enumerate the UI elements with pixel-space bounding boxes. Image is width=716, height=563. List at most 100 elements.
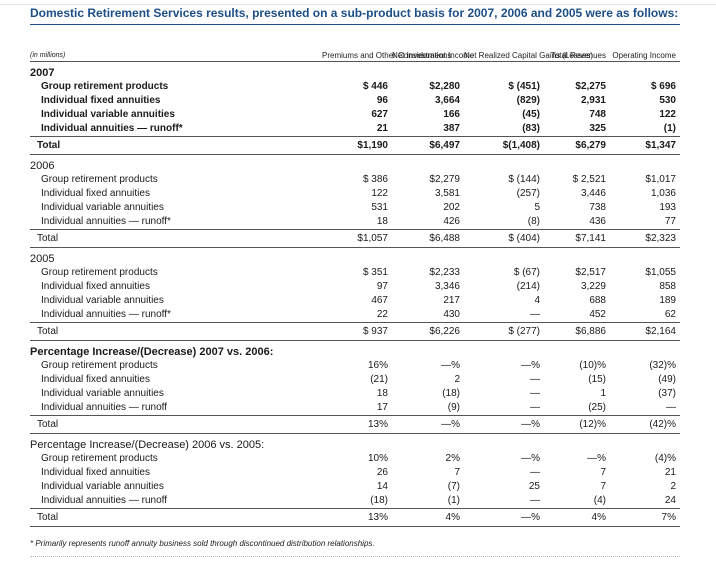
total-label: Total	[30, 136, 322, 155]
cell-operating-income: (4)%	[654, 453, 676, 464]
cell-net-investment-income: 217	[443, 295, 460, 306]
cell-operating-income: (32)%	[649, 360, 676, 371]
cell-realized-gains: (45)	[522, 109, 540, 120]
section-heading-row: 2007	[30, 62, 680, 81]
cell-operating-income: 62	[664, 309, 676, 320]
cell-net-investment-income: —%	[441, 360, 460, 371]
cell-operating-income: $ 696	[650, 81, 676, 92]
cell-realized-gains: —	[530, 309, 540, 320]
cell-total-revenues: 2,931	[580, 95, 606, 106]
total-realized-gains: $ (404)	[464, 229, 544, 248]
cell-net-investment-income: 7	[454, 467, 460, 478]
cell-net-investment-income: 166	[443, 109, 460, 120]
col-header-total-revenues: Total Revenues	[544, 29, 610, 62]
cell-total-revenues: $2,275	[575, 81, 606, 92]
section-title: 2006	[30, 160, 55, 172]
cell-operating-income: 193	[659, 202, 676, 213]
table-row: Individual annuities — runoff 17 (9) — (25) —	[30, 401, 680, 416]
row-label: Individual annuities — runoff*	[41, 216, 171, 227]
table-row: Individual variable annuities 627 166 (45) 7…	[30, 108, 680, 122]
page-cut-edge	[30, 556, 680, 563]
cell-realized-gains: —	[530, 388, 540, 399]
table-row: Individual fixed annuities (21) 2 — (15) (49)	[30, 373, 680, 387]
cell-total-revenues: (25)	[588, 402, 606, 413]
cell-premiums: $ 386	[362, 174, 388, 185]
col-header-realized-gains: Net Realized Capital Gains (Losses)	[464, 29, 593, 62]
cell-realized-gains: 25	[528, 481, 540, 492]
row-label: Group retirement products	[41, 81, 169, 92]
total-label: Total	[30, 415, 322, 434]
cell-net-investment-income: 3,581	[434, 188, 460, 199]
cell-operating-income: 2	[670, 481, 676, 492]
total-operating-income: $2,323	[610, 229, 680, 248]
cell-realized-gains: $ (451)	[508, 81, 540, 92]
cell-realized-gains: 5	[534, 202, 540, 213]
row-label: Individual annuities — runoff*	[41, 309, 171, 320]
cell-net-investment-income: 430	[443, 309, 460, 320]
cell-operating-income: 1,036	[650, 188, 676, 199]
cell-operating-income: (49)	[658, 374, 676, 385]
cell-premiums: (21)	[370, 374, 388, 385]
cell-operating-income: 77	[664, 216, 676, 227]
section-heading-row: Percentage Increase/(Decrease) 2007 vs. …	[30, 341, 680, 360]
cell-premiums: 17	[376, 402, 388, 413]
cell-operating-income: 189	[659, 295, 676, 306]
cell-net-investment-income: 202	[443, 202, 460, 213]
total-row: Total $ 937 $6,226 $ (277) $6,886 $2,164	[30, 322, 680, 341]
cell-premiums: 18	[376, 388, 388, 399]
table-row: Individual fixed annuities 26 7 — 7 21	[30, 466, 680, 480]
cell-net-investment-income: (1)	[447, 495, 460, 506]
table-header-row: (in millions) Premiums and Other Conside…	[30, 29, 680, 62]
total-operating-income: $1,347	[610, 136, 680, 155]
cell-premiums: 26	[376, 467, 388, 478]
total-net-investment-income: $6,497	[392, 136, 464, 155]
total-net-investment-income: $6,488	[392, 229, 464, 248]
row-label: Individual fixed annuities	[41, 95, 161, 106]
cell-premiums: 21	[376, 123, 388, 134]
cell-total-revenues: (15)	[588, 374, 606, 385]
total-total-revenues: (12)%	[544, 415, 610, 434]
cell-net-investment-income: 2	[454, 374, 460, 385]
cell-total-revenues: 3,229	[580, 281, 606, 292]
total-premiums: 13%	[322, 415, 392, 434]
cell-realized-gains: —	[530, 374, 540, 385]
row-label: Group retirement products	[41, 453, 158, 464]
row-label: Individual variable annuities	[41, 109, 175, 120]
total-total-revenues: $6,279	[544, 136, 610, 155]
row-label: Individual annuities — runoff	[41, 402, 168, 413]
cell-net-investment-income: $2,233	[429, 267, 460, 278]
section-title: 2005	[30, 253, 55, 265]
total-operating-income: $2,164	[610, 322, 680, 341]
cell-net-investment-income: 2%	[445, 453, 460, 464]
total-premiums: 13%	[322, 508, 392, 527]
total-total-revenues: $6,886	[544, 322, 610, 341]
total-row: Total 13% —% —% (12)% (42)%	[30, 415, 680, 434]
total-net-investment-income: $6,226	[392, 322, 464, 341]
table-row: Group retirement products 16% —% —% (10)% (32…	[30, 359, 680, 373]
total-premiums: $1,057	[322, 229, 392, 248]
row-label: Individual variable annuities	[41, 202, 164, 213]
row-label: Individual fixed annuities	[41, 467, 150, 478]
cell-total-revenues: $2,517	[575, 267, 606, 278]
cell-total-revenues: 3,446	[580, 188, 606, 199]
cell-total-revenues: —%	[587, 453, 606, 464]
cell-total-revenues: 738	[589, 202, 606, 213]
results-table: (in millions) Premiums and Other Conside…	[30, 29, 680, 527]
cell-total-revenues: (4)	[593, 495, 606, 506]
cell-realized-gains: (8)	[527, 216, 540, 227]
section-heading-row: 2006	[30, 155, 680, 174]
total-realized-gains: $ (277)	[464, 322, 544, 341]
table-row: Individual annuities — runoff (18) (1) — (4)…	[30, 494, 680, 509]
cell-total-revenues: $ 2,521	[572, 174, 606, 185]
row-label: Individual variable annuities	[41, 388, 164, 399]
row-label: Group retirement products	[41, 360, 158, 371]
cell-realized-gains: —%	[521, 453, 540, 464]
cell-net-investment-income: 387	[443, 123, 460, 134]
row-label: Group retirement products	[41, 174, 158, 185]
total-label: Total	[30, 229, 322, 248]
cell-total-revenues: 7	[600, 481, 606, 492]
cell-total-revenues: 7	[600, 467, 606, 478]
row-label: Individual variable annuities	[41, 481, 164, 492]
cell-premiums: 22	[376, 309, 388, 320]
table-row: Individual annuities — runoff* 21 387 (83) 3…	[30, 122, 680, 137]
